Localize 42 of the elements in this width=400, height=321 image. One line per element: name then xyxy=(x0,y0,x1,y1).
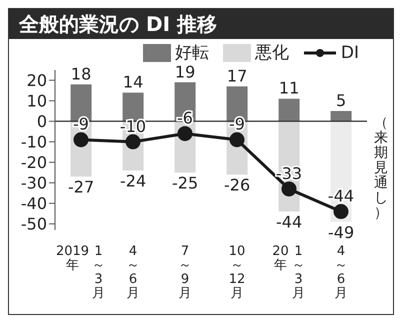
data-label: 11 xyxy=(278,78,300,98)
y-tick-label: -30 xyxy=(20,174,47,192)
data-label: 19 xyxy=(174,62,196,82)
y-tick-label: -50 xyxy=(20,214,47,234)
point xyxy=(230,132,244,148)
legend-label: 悪化 xyxy=(254,42,289,64)
x-tick-label: 10～12月 xyxy=(228,244,246,301)
data-label: 5 xyxy=(336,91,346,110)
data-label: -49 xyxy=(328,222,354,242)
y-tick-label: -20 xyxy=(20,152,47,172)
data-label: -44 xyxy=(276,212,302,232)
data-label: 14 xyxy=(122,72,144,92)
y-tick-label: 0 xyxy=(36,112,47,131)
data-label: 17 xyxy=(226,66,248,86)
point xyxy=(334,204,348,220)
x-tick-label: 4～6月 xyxy=(334,244,348,301)
data-label: -24 xyxy=(120,172,146,191)
y-tick-label: 10 xyxy=(26,91,47,110)
bar xyxy=(122,92,144,122)
x-tick-label: 20年 1～3月 xyxy=(272,244,305,301)
data-label: 18 xyxy=(70,64,92,84)
y-tick-label: -10 xyxy=(20,132,47,152)
bar xyxy=(330,111,352,122)
x-tick-label: 4～6月 xyxy=(126,244,140,301)
point xyxy=(74,132,88,148)
y-tick-label: 20 xyxy=(26,70,47,90)
x-tick-label: 2019年 1～3月 xyxy=(56,244,105,301)
point xyxy=(282,181,296,196)
data-label: -33 xyxy=(276,164,302,183)
point xyxy=(178,126,192,142)
y-tick-label: -40 xyxy=(20,194,47,214)
data-label: -44 xyxy=(328,186,354,206)
chart-title: 全般的業況の DI 推移 xyxy=(9,9,393,39)
legend-label: DI xyxy=(340,42,359,62)
data-label: -10 xyxy=(120,116,146,136)
data-label: -27 xyxy=(68,178,94,197)
bar xyxy=(278,98,300,122)
legend-label: 好転 xyxy=(174,42,209,64)
data-label: -26 xyxy=(224,176,250,195)
x-tick-label: 7～9月 xyxy=(178,244,192,301)
text: （来期見通し） xyxy=(374,115,388,221)
data-label: -25 xyxy=(172,174,198,193)
